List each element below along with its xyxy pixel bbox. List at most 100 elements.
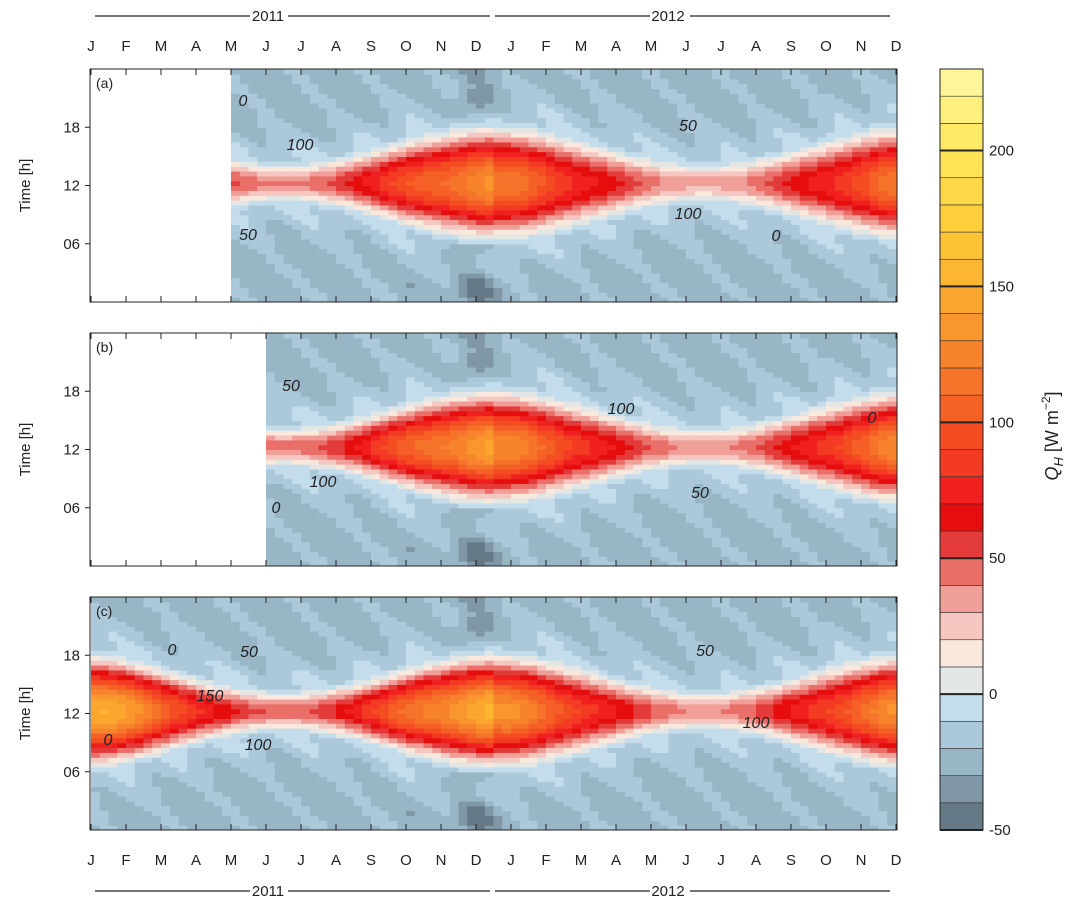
heatmap-cell xyxy=(397,556,407,562)
heatmap-cell xyxy=(371,185,381,191)
heatmap-cell xyxy=(782,132,792,138)
heatmap-cell xyxy=(642,282,652,289)
heatmap-cell xyxy=(554,93,565,99)
heatmap-cell xyxy=(808,248,818,255)
heatmap-cell xyxy=(449,272,460,279)
heatmap-cell xyxy=(834,156,845,162)
heatmap-cell xyxy=(353,78,363,85)
heatmap-cell xyxy=(441,410,451,417)
heatmap-cell xyxy=(292,454,302,460)
heatmap-cell xyxy=(441,263,451,269)
heatmap-cell xyxy=(826,268,836,274)
heatmap-cell xyxy=(852,166,862,172)
heatmap-cell xyxy=(353,69,363,75)
heatmap-cell xyxy=(336,493,346,499)
heatmap-cell xyxy=(633,277,643,284)
heatmap-cell xyxy=(747,156,757,162)
heatmap-cell xyxy=(353,107,363,114)
heatmap-cell xyxy=(397,483,407,489)
heatmap-cell xyxy=(344,185,355,191)
heatmap-cell xyxy=(266,161,276,167)
heatmap-cell xyxy=(476,478,486,485)
heatmap-cell xyxy=(511,161,521,167)
heatmap-cell xyxy=(274,282,285,289)
heatmap-cell xyxy=(397,78,407,85)
heatmap-cell xyxy=(791,258,801,264)
heatmap-cell xyxy=(266,352,276,358)
heatmap-cell xyxy=(336,102,346,109)
heatmap-cell xyxy=(554,214,565,221)
heatmap-cell xyxy=(327,459,337,465)
heatmap-cell xyxy=(318,127,328,133)
heatmap-cell xyxy=(371,88,381,94)
heatmap-cell xyxy=(493,243,503,250)
heatmap-cell xyxy=(528,224,538,230)
hour-tick-label: 18 xyxy=(63,119,80,136)
heatmap-cell xyxy=(458,464,468,470)
heatmap-cell xyxy=(799,272,810,279)
heatmap-cell xyxy=(878,229,888,235)
heatmap-cell xyxy=(239,234,250,240)
heatmap-cell xyxy=(756,253,766,259)
heatmap-cell xyxy=(546,268,556,274)
heatmap-cell xyxy=(449,347,460,354)
heatmap-cell xyxy=(274,238,285,245)
heatmap-cell xyxy=(248,224,258,230)
heatmap-cell xyxy=(327,282,337,289)
heatmap-cell xyxy=(484,78,495,85)
heatmap-cell xyxy=(703,161,713,167)
heatmap-cell xyxy=(826,292,836,298)
heatmap-cell xyxy=(344,439,355,446)
heatmap-cell xyxy=(747,297,757,302)
heatmap-cell xyxy=(344,507,355,514)
heatmap-cell xyxy=(861,268,871,274)
heatmap-cell xyxy=(458,483,468,489)
heatmap-cell xyxy=(449,93,460,99)
heatmap-cell xyxy=(502,214,512,221)
heatmap-cell xyxy=(834,238,845,245)
heatmap-cell xyxy=(283,93,293,99)
heatmap-cell xyxy=(467,166,477,172)
heatmap-cell xyxy=(414,371,425,378)
heatmap-cell xyxy=(336,507,346,514)
heatmap-cell xyxy=(397,561,407,566)
heatmap-cell xyxy=(397,229,407,235)
heatmap-cell xyxy=(248,83,258,90)
heatmap-cell xyxy=(572,73,582,80)
heatmap-cell xyxy=(502,287,512,293)
heatmap-cell xyxy=(336,362,346,368)
heatmap-cell xyxy=(327,78,337,85)
heatmap-cell xyxy=(729,185,740,191)
heatmap-cell xyxy=(633,151,643,157)
heatmap-cell xyxy=(493,146,503,153)
heatmap-cell xyxy=(502,272,512,279)
heatmap-cell xyxy=(887,287,897,293)
heatmap-cell xyxy=(388,98,398,104)
heatmap-cell xyxy=(309,156,320,162)
heatmap-cell xyxy=(274,430,285,436)
heatmap-cell xyxy=(362,488,372,494)
heatmap-cell xyxy=(589,277,600,284)
heatmap-cell xyxy=(519,146,530,153)
heatmap-cell xyxy=(406,190,416,196)
heatmap-cell xyxy=(563,161,573,167)
heatmap-cell xyxy=(432,180,442,187)
heatmap-cell xyxy=(677,88,687,94)
heatmap-cell xyxy=(274,561,285,566)
heatmap-cell xyxy=(414,425,425,431)
heatmap-cell xyxy=(581,122,591,128)
heatmap-cell xyxy=(642,73,652,80)
heatmap-cell xyxy=(493,88,503,94)
heatmap-cell xyxy=(467,146,477,153)
heatmap-cell xyxy=(589,258,600,264)
heatmap-cell xyxy=(344,347,355,354)
heatmap-cell xyxy=(274,268,285,274)
heatmap-cell xyxy=(301,156,311,162)
heatmap-cell xyxy=(231,292,241,298)
heatmap-cell xyxy=(423,488,433,494)
heatmap-cell xyxy=(432,248,442,255)
heatmap-cell xyxy=(554,112,565,119)
heatmap-cell xyxy=(677,268,687,274)
heatmap-cell xyxy=(467,498,477,504)
heatmap-cell xyxy=(467,151,477,157)
